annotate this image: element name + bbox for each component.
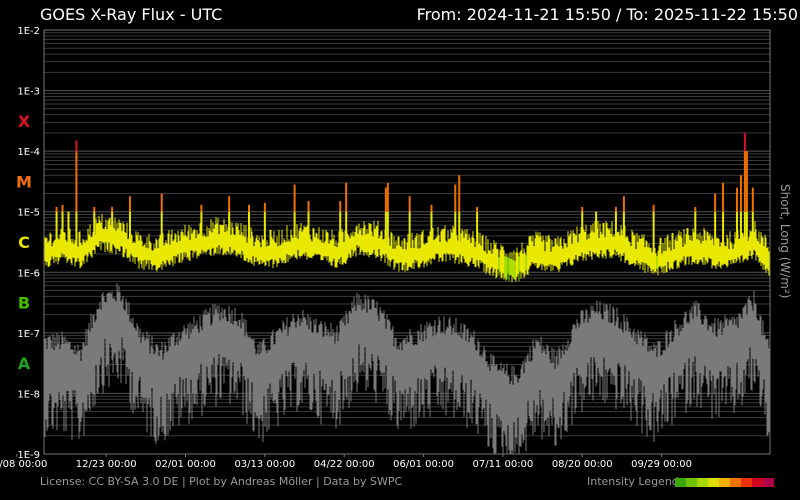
long-series	[43, 132, 771, 283]
y-tick-label: 1E-4	[17, 147, 40, 158]
x-tick-label: 03/13 00:00	[234, 459, 295, 470]
from-value: 2024-11-21 15:50	[467, 5, 611, 24]
flare-class-x: X	[18, 112, 31, 131]
date-range: From: 2024-11-21 15:50 / To: 2025-11-22 …	[417, 5, 798, 24]
intensity-legend-label: Intensity Legend	[587, 475, 679, 488]
y-axis-label: Short, Long (W/m²)	[778, 184, 792, 298]
chart-title: GOES X-Ray Flux - UTC	[40, 5, 222, 24]
plot-frame	[43, 29, 771, 455]
long-label: Long (W/m²)	[778, 224, 792, 299]
short-series	[43, 283, 771, 454]
legend-swatch	[708, 478, 719, 487]
y-tick-label: 1E-2	[17, 26, 40, 37]
legend-swatch	[719, 478, 730, 487]
y-tick-label: 1E-9	[17, 450, 40, 461]
x-tick-label: 07/11 00:00	[472, 459, 533, 470]
legend-swatch	[730, 478, 741, 487]
x-tick-label: 08/20 00:00	[552, 459, 613, 470]
range-separator: /	[616, 5, 622, 24]
y-axis-ticks: 1E-2 1E-3 1E-4 1E-5 1E-6 1E-7 1E-8 1E-9	[17, 26, 40, 461]
flare-class-b: B	[18, 294, 30, 313]
flare-class-a: A	[18, 354, 31, 373]
x-tick-label: 02/01 00:00	[155, 459, 216, 470]
from-label: From:	[417, 5, 462, 24]
flare-class-labels: X M C B A	[16, 112, 32, 373]
intensity-legend-swatches	[675, 478, 774, 487]
x-tick-label: 09/29 00:00	[631, 459, 692, 470]
y-tick-label: 1E-7	[17, 329, 40, 340]
legend-swatch	[741, 478, 752, 487]
x-axis-ticks: 12/23 00:00 02/01 00:00 03/13 00:00 04/22 0…	[0, 454, 692, 470]
y-tick-label: 1E-6	[17, 268, 40, 279]
legend-swatch	[752, 478, 763, 487]
y-tick-label: 1E-3	[17, 87, 40, 98]
x-tick-label: 06/01 00:00	[393, 459, 454, 470]
y-tick-label: 1E-8	[17, 389, 40, 400]
legend-swatch	[697, 478, 708, 487]
to-value: 2025-11-22 15:50	[654, 5, 798, 24]
side-label-separator: ,	[778, 216, 792, 224]
license-text: License: CC BY-SA 3.0 DE | Plot by Andre…	[40, 475, 402, 488]
to-label: To:	[625, 5, 648, 24]
legend-swatch	[675, 478, 686, 487]
x-tick-label: 04/22 00:00	[314, 459, 375, 470]
legend-swatch	[763, 478, 774, 487]
flare-class-m: M	[16, 172, 32, 191]
short-label: Short	[778, 184, 792, 216]
legend-swatch	[686, 478, 697, 487]
flare-class-c: C	[18, 233, 30, 252]
x-tick-label: 11/08 00:00	[0, 459, 47, 470]
y-tick-label: 1E-5	[17, 208, 40, 219]
x-tick-label: 12/23 00:00	[76, 459, 137, 470]
